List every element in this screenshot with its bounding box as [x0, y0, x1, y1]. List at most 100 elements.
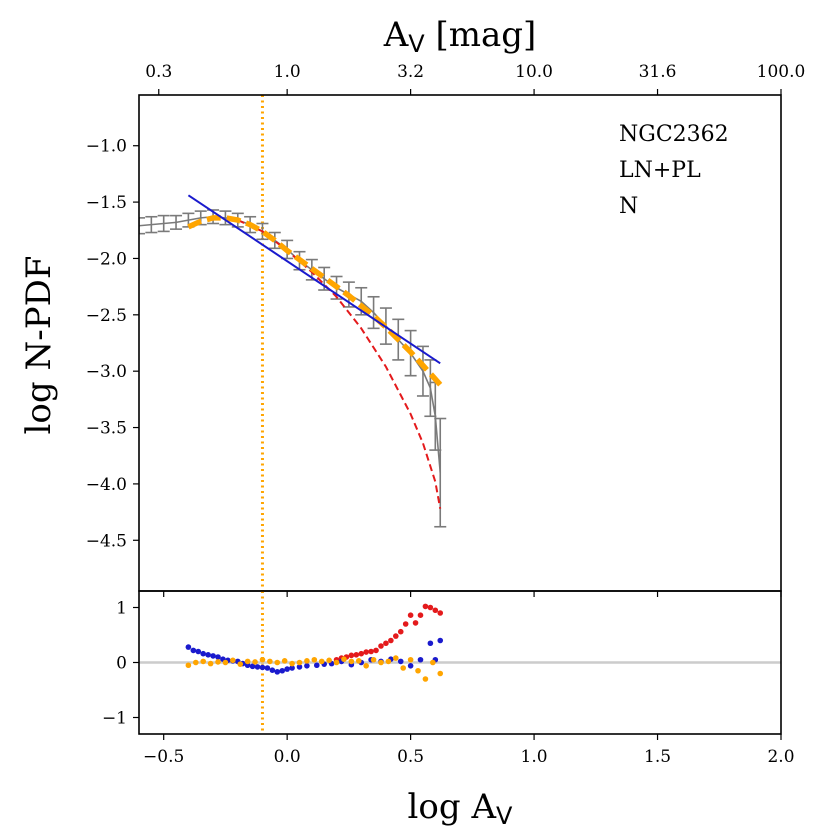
- residual-y-tick-label: 1: [116, 599, 127, 619]
- residual-point: [222, 659, 229, 666]
- data-point: [355, 286, 375, 316]
- residual-point: [296, 664, 303, 670]
- data-point: [145, 215, 164, 234]
- residual-point: [407, 663, 414, 669]
- residual-plot-area: [139, 591, 781, 734]
- residual-point: [259, 656, 266, 663]
- residual-point: [393, 633, 399, 639]
- residual-point: [237, 661, 244, 667]
- residual-point: [215, 654, 221, 660]
- residual-point: [267, 658, 273, 665]
- residual-point: [244, 658, 251, 665]
- residual-point: [264, 665, 271, 671]
- residual-point: [400, 665, 407, 671]
- residual-point: [437, 637, 444, 644]
- residual-point: [200, 658, 206, 665]
- data-point: [139, 217, 152, 235]
- residual-point: [313, 662, 320, 669]
- residual-point: [296, 659, 303, 666]
- residual-point: [437, 670, 444, 677]
- top-tick-label: 0.3: [145, 62, 172, 82]
- y-tick-label: −4.0: [86, 475, 127, 495]
- residual-point: [333, 659, 340, 666]
- top-tick-label: 1.0: [274, 62, 301, 82]
- residual-point: [432, 607, 439, 614]
- residual-point: [311, 656, 318, 663]
- data-point: [157, 214, 177, 233]
- y-tick-label: −2.0: [86, 249, 127, 269]
- residual-point: [353, 652, 360, 658]
- residual-point: [269, 667, 276, 673]
- top-tick-label: 31.6: [639, 62, 677, 82]
- residual-point: [397, 658, 404, 665]
- residual-point: [370, 656, 377, 663]
- residual-point: [304, 658, 310, 664]
- residual-point: [415, 667, 421, 674]
- x-tick-label: 1.5: [644, 747, 671, 767]
- residual-point: [185, 662, 192, 669]
- residual-y-tick-label: −1: [102, 709, 127, 729]
- residual-point: [373, 647, 379, 654]
- main-panel: −1.0 −1.5 −2.0 −2.5 −3.0 −3.5 −4.0 −4.5 0.3 1.0 3.…: [86, 62, 806, 592]
- residual-point: [215, 659, 221, 665]
- x-tick-label: 1.0: [521, 747, 548, 767]
- residual-point: [363, 663, 369, 669]
- residual-point: [244, 662, 251, 669]
- residual-point: [397, 628, 404, 635]
- pl-fit-line: [187, 194, 441, 365]
- top-axis-label: AV [mag]: [383, 15, 537, 58]
- residual-point: [427, 604, 434, 611]
- y-tick-label: −3.0: [86, 362, 127, 382]
- residual-point: [289, 665, 295, 671]
- x-tick-label: −0.5: [143, 747, 184, 767]
- residual-point: [407, 612, 414, 618]
- data-point: [416, 345, 432, 397]
- residual-point: [341, 656, 347, 662]
- residual-point: [348, 652, 355, 659]
- residual-point: [190, 647, 197, 654]
- residual-point: [363, 649, 369, 655]
- residual-point: [422, 676, 429, 682]
- residual-point: [402, 621, 409, 627]
- residual-point: [259, 664, 266, 671]
- residual-point: [393, 655, 399, 661]
- x-tick-label: 0.5: [397, 747, 424, 767]
- top-tick-label: 10.0: [515, 62, 553, 82]
- x-axis-label: log AV: [408, 787, 513, 830]
- y-tick-label: −4.5: [86, 531, 127, 551]
- residual-point: [422, 603, 429, 610]
- residual-point: [185, 644, 192, 650]
- residual-point: [254, 664, 261, 670]
- residual-point: [192, 659, 199, 666]
- residual-point: [318, 658, 325, 665]
- residual-point: [279, 667, 286, 674]
- residual-point: [200, 650, 206, 657]
- residual-point: [252, 659, 258, 665]
- residual-point: [378, 643, 384, 649]
- ln-fit-curve: [237, 219, 442, 509]
- residual-point: [348, 658, 355, 665]
- residual-point: [417, 656, 424, 663]
- y-tick-label: −3.5: [86, 419, 127, 439]
- data-point: [170, 214, 189, 230]
- residual-panel: 1 0 −1 −0.5 0.0 0.5 1.0 1.5 2.0: [102, 590, 795, 767]
- data-point: [434, 417, 447, 528]
- top-tick-label: 100.0: [757, 62, 806, 82]
- residual-point: [385, 658, 392, 665]
- residual-point: [289, 660, 295, 667]
- x-tick-label: 0.0: [274, 747, 301, 767]
- residual-point: [274, 669, 281, 675]
- residual-point: [304, 663, 310, 669]
- residual-point: [274, 659, 281, 666]
- residual-point: [430, 659, 436, 666]
- residual-point: [383, 640, 389, 647]
- residual-point: [205, 652, 211, 658]
- residual-point: [230, 657, 236, 664]
- y-tick-label: −1.0: [86, 137, 127, 157]
- residual-point: [437, 610, 444, 616]
- residual-point: [355, 658, 362, 664]
- top-tick-label: 3.2: [397, 62, 424, 82]
- residual-point: [326, 657, 332, 664]
- annotation-text: NGC2362: [619, 122, 729, 147]
- residual-y-tick-label: 0: [116, 654, 127, 674]
